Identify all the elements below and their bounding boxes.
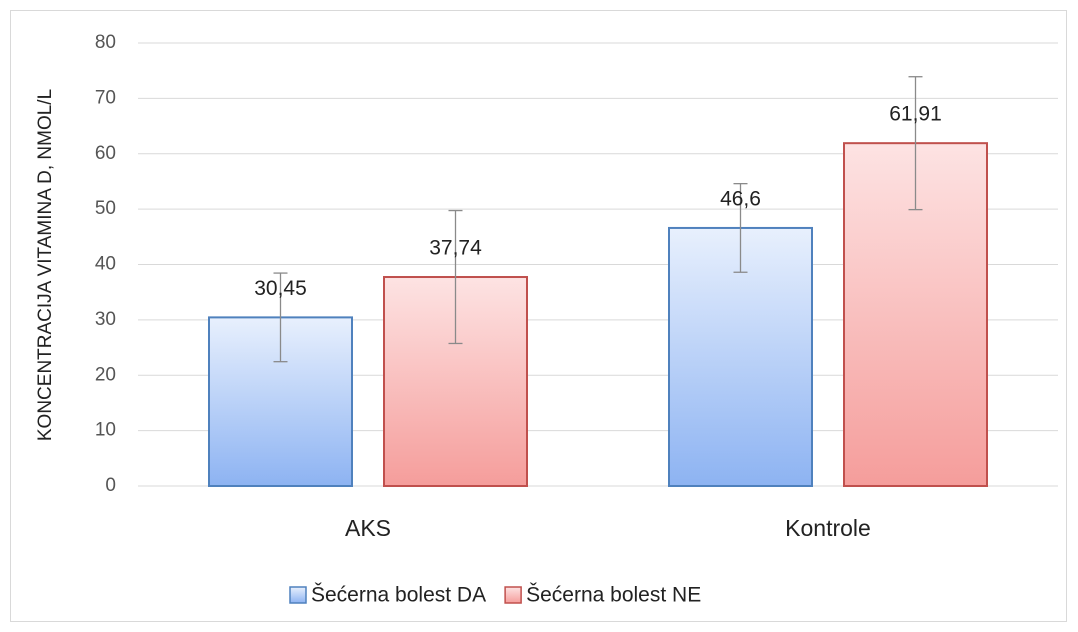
y-tick-label: 30 xyxy=(95,309,116,330)
legend-label: Šećerna bolest NE xyxy=(526,584,701,607)
y-tick-label: 20 xyxy=(95,364,116,385)
value-label: 46,6 xyxy=(720,187,761,210)
value-label: 37,74 xyxy=(429,237,482,260)
y-tick-label: 70 xyxy=(95,87,116,108)
y-tick-label: 80 xyxy=(95,32,116,53)
value-label: 61,91 xyxy=(889,103,942,126)
legend-label: Šećerna bolest DA xyxy=(311,584,486,607)
y-tick-label: 10 xyxy=(95,420,116,441)
value-label: 30,45 xyxy=(254,277,307,300)
x-tick-label: AKS xyxy=(345,515,391,541)
y-tick-label: 0 xyxy=(105,475,116,496)
legend-swatch xyxy=(289,586,307,604)
y-tick-label: 50 xyxy=(95,198,116,219)
y-tick-label: 40 xyxy=(95,254,116,275)
legend-swatch xyxy=(504,586,522,604)
y-axis-label: KONCENTRACIJA VITAMINA D, NMOL/L xyxy=(35,89,56,441)
x-tick-label: Kontrole xyxy=(785,515,871,541)
y-tick-label: 60 xyxy=(95,143,116,164)
